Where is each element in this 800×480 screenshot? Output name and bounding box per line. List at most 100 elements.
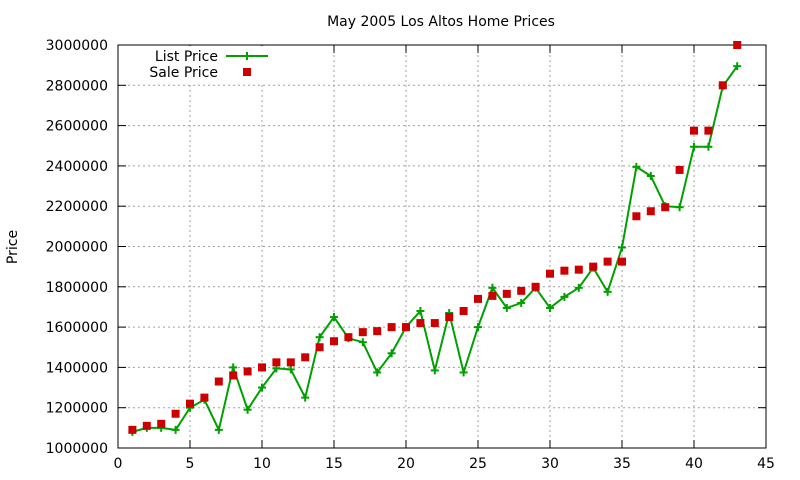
- sale-price-point: [661, 203, 670, 212]
- list-price-point: [330, 313, 338, 322]
- y-tick-label: 2600000: [46, 119, 108, 135]
- list-price-point: [646, 171, 655, 180]
- y-tick-label: 2000000: [46, 240, 108, 256]
- sale-price-point: [214, 377, 223, 386]
- list-price-point: [358, 338, 367, 347]
- list-price-point: [517, 298, 526, 307]
- x-tick-label: 20: [397, 456, 415, 472]
- list-price-point: [258, 383, 266, 392]
- sale-price-point: [502, 289, 511, 298]
- sale-price-point: [157, 419, 166, 428]
- x-tick-label: 40: [685, 456, 703, 472]
- sale-price-point: [690, 126, 698, 135]
- sale-price-point: [430, 319, 439, 328]
- list-price-point: [574, 283, 583, 292]
- sale-price-point: [704, 126, 713, 135]
- plot-frame: [117, 44, 767, 449]
- list-price-point: [416, 306, 425, 315]
- sale-price-point: [459, 306, 468, 315]
- x-tick-label: 5: [186, 456, 195, 472]
- list-price-point: [373, 368, 382, 377]
- list-price-point: [675, 203, 684, 212]
- y-tick-label: 1000000: [46, 441, 108, 457]
- x-tick-label: 0: [114, 456, 123, 472]
- sale-price-point: [128, 425, 137, 434]
- sale-price-point: [618, 257, 626, 266]
- x-tick-label: 30: [541, 456, 559, 472]
- list-price-point: [488, 283, 497, 292]
- sale-price-point: [675, 165, 684, 174]
- sale-price-point: [646, 207, 655, 216]
- sale-price-point: [200, 393, 209, 402]
- sale-price-point: [258, 363, 266, 372]
- list-price-point: [315, 333, 324, 342]
- sale-price-point: [574, 265, 583, 274]
- sale-price-point: [330, 337, 338, 346]
- y-tick-label: 1600000: [46, 320, 108, 336]
- sale-price-point: [344, 333, 353, 342]
- list-price-point: [459, 368, 468, 377]
- list-price-point: [229, 363, 238, 372]
- sale-price-point: [229, 371, 238, 380]
- y-tick-label: 2800000: [46, 78, 108, 94]
- sale-price-point: [186, 399, 194, 408]
- legend-sale-price-marker: [243, 68, 251, 76]
- legend-label: Sale Price: [149, 65, 218, 81]
- list-price-point: [171, 425, 180, 434]
- y-tick-label: 2200000: [46, 199, 108, 215]
- list-price-point: [704, 142, 713, 151]
- list-price-point: [502, 303, 511, 312]
- x-tick-label: 15: [325, 456, 343, 472]
- sale-price-point: [718, 81, 727, 90]
- sale-price-point: [560, 266, 569, 275]
- x-tick-label: 45: [757, 456, 775, 472]
- list-price-line: [132, 65, 739, 433]
- legend-background: [130, 46, 280, 82]
- sale-price-point: [445, 313, 454, 322]
- y-tick-label: 2400000: [46, 159, 108, 175]
- sale-price-point: [488, 291, 497, 300]
- list-price-point: [560, 292, 569, 301]
- sale-price-point: [243, 367, 252, 376]
- list-price-point: [301, 393, 310, 402]
- sale-price-point: [531, 282, 540, 291]
- x-tick-label: 10: [253, 456, 271, 472]
- list-price-point: [618, 243, 626, 252]
- list-price-point: [546, 303, 554, 312]
- list-price-point: [430, 366, 439, 375]
- list-price-point: [286, 365, 295, 374]
- sale-price-point: [272, 358, 281, 367]
- sale-price-point: [517, 286, 526, 295]
- sale-price-point: [474, 294, 482, 303]
- list-price-point: [733, 62, 742, 71]
- list-price-point: [603, 287, 612, 296]
- chart-title: May 2005 Los Altos Home Prices: [327, 14, 555, 30]
- sale-price-point: [142, 421, 151, 430]
- list-price-point: [474, 323, 482, 332]
- sale-price-point: [315, 343, 324, 352]
- sale-price-point: [603, 257, 612, 266]
- x-tick-label: 25: [469, 456, 487, 472]
- y-tick-label: 1200000: [46, 401, 108, 417]
- plot-series: [128, 41, 742, 436]
- sale-price-point: [387, 323, 396, 332]
- sale-price-point: [402, 323, 410, 332]
- list-price-point: [387, 349, 396, 358]
- legend-list-price-marker: [243, 52, 251, 60]
- y-tick-label: 1800000: [46, 280, 108, 296]
- list-price-point: [243, 405, 252, 414]
- gridlines: [118, 45, 766, 448]
- sale-price-point: [301, 353, 310, 362]
- axes: 1000000 1200000 1400000 1600000 1800000 20000…: [46, 38, 775, 472]
- list-price-point: [632, 162, 641, 171]
- sale-price-point: [632, 212, 641, 221]
- y-tick-label: 1400000: [46, 360, 108, 376]
- legend-label: List Price: [155, 49, 218, 65]
- list-price-point: [690, 142, 698, 151]
- sale-price-point: [733, 41, 742, 49]
- sale-price-point: [373, 327, 382, 336]
- sale-price-point: [546, 269, 554, 278]
- list-price-point: [214, 425, 223, 434]
